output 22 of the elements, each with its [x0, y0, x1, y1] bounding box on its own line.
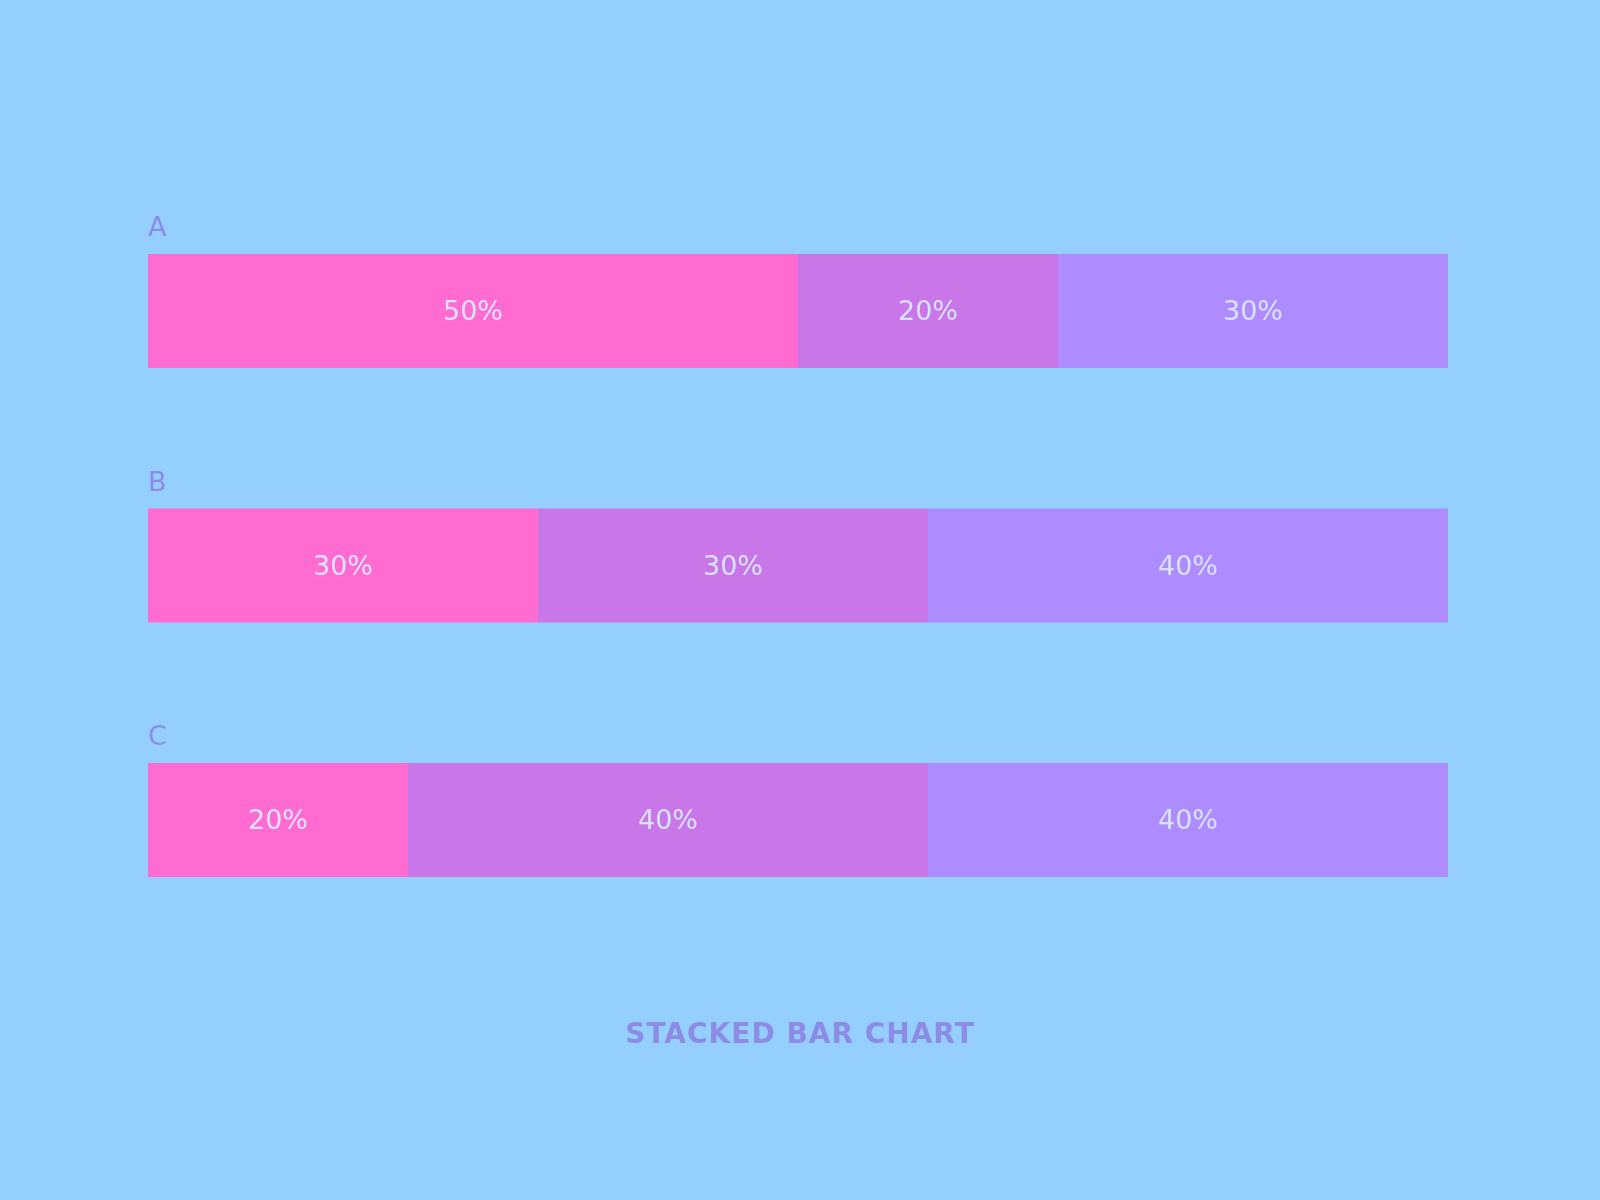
bar [408, 763, 928, 877]
data-label: 30% [1222, 295, 1284, 327]
bar [148, 508, 538, 623]
y-tick-label: B [148, 465, 167, 497]
text: STACKED BAR CHART [625, 1017, 975, 1050]
y-tick-label: C [148, 720, 167, 751]
bar [928, 763, 1448, 877]
bar [148, 254, 798, 368]
data-label: 50% [442, 295, 504, 327]
bar [148, 763, 408, 877]
y-tick-label: A [148, 211, 167, 242]
data-label: 30% [702, 549, 764, 581]
bar [1058, 254, 1448, 368]
data-label: 20% [897, 295, 959, 327]
data-label: 30% [312, 549, 374, 581]
bar [538, 508, 928, 623]
data-label: 20% [247, 804, 309, 836]
data-label: 40% [1157, 804, 1219, 836]
bar [798, 254, 1058, 368]
bar [928, 508, 1448, 623]
data-label: 40% [637, 804, 699, 836]
data-label: 40% [1157, 549, 1219, 581]
